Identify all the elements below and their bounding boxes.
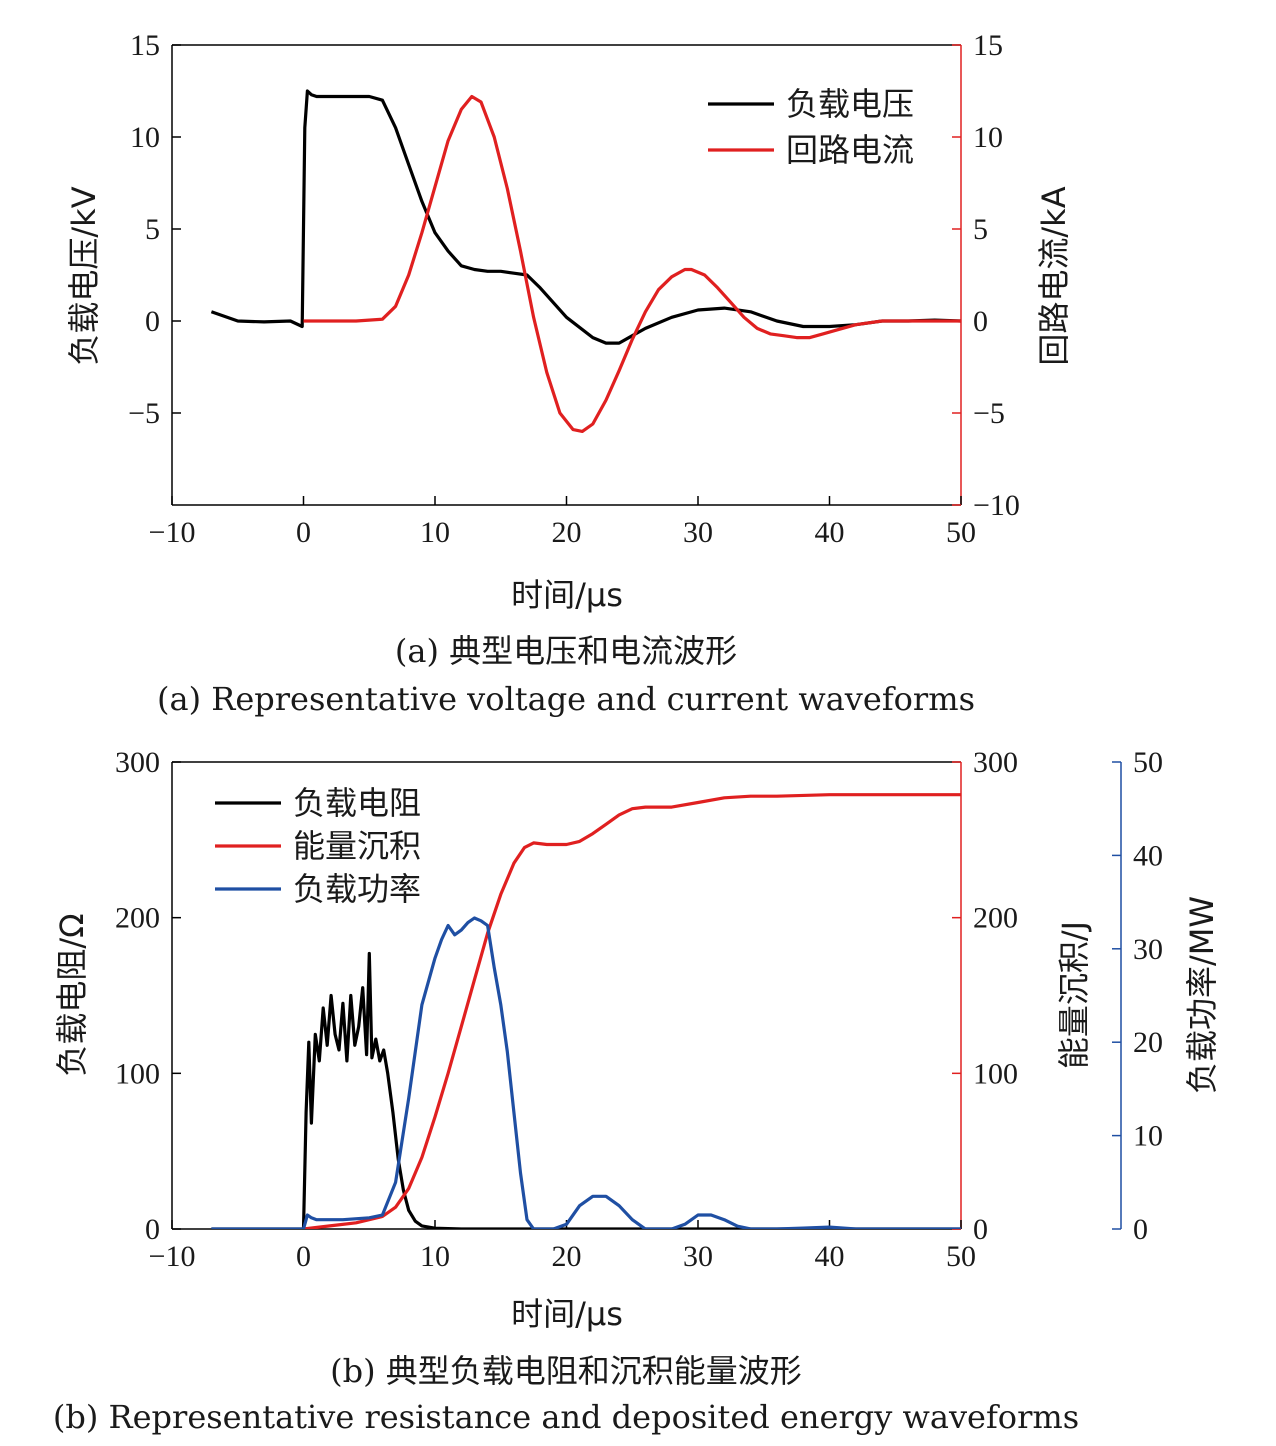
series-line-1 xyxy=(211,951,961,1229)
right-tick-label: −10 xyxy=(973,489,1020,522)
right2-tick-label: 50 xyxy=(1133,746,1163,779)
right2-tick-label: 0 xyxy=(1133,1213,1148,1246)
chart-a-right-axis-label: 回路电流/kA xyxy=(1035,186,1073,365)
series-line-2 xyxy=(303,793,961,1229)
right-tick-label: 0 xyxy=(973,305,988,338)
right2-tick-label: 30 xyxy=(1133,933,1163,966)
chart-b-x-axis-label: 时间/μs xyxy=(511,1295,623,1333)
x-tick-label: 10 xyxy=(420,516,450,549)
left-tick-label: 10 xyxy=(130,121,160,154)
right2-tick-label: 40 xyxy=(1133,839,1163,872)
left-tick-label: 5 xyxy=(145,213,160,246)
chart-a-caption-en: (a) Representative voltage and current w… xyxy=(157,680,975,718)
series-line-2 xyxy=(303,94,961,433)
x-tick-label: 40 xyxy=(815,516,845,549)
right-tick-label: 5 xyxy=(973,213,988,246)
x-tick-label: 20 xyxy=(552,1240,582,1273)
chart-b-right2-axis-label: 负载功率/MW xyxy=(1183,896,1221,1094)
left-tick-label: −5 xyxy=(128,397,160,430)
chart-b-right-axis-label: 能量沉积/J xyxy=(1055,921,1093,1069)
left-tick-label: 100 xyxy=(115,1057,160,1090)
chart-b-axes: −10 0 10 20 30 40 5001002003000100200300010203… xyxy=(115,746,1163,1273)
left-tick-label: 300 xyxy=(115,746,160,779)
left-tick-label: 0 xyxy=(145,1213,160,1246)
chart-a: −10 0 10 20 30 40 50 −5 0 5 10 15 −10 −5 0 5 10 15 负载电压回路… xyxy=(65,29,1073,718)
right-tick-label: 15 xyxy=(973,29,1003,62)
left-tick-label: 15 xyxy=(130,29,160,62)
legend-label: 能量沉积 xyxy=(293,827,421,865)
right2-tick-label: 10 xyxy=(1133,1120,1163,1153)
series-line-1 xyxy=(210,89,961,345)
right-tick-label: 10 xyxy=(973,121,1003,154)
chart-a-left-axis-label: 负载电压/kV xyxy=(65,186,103,365)
x-tick-label: 30 xyxy=(683,516,713,549)
chart-b-caption-cn: (b) 典型负载电阻和沉积能量波形 xyxy=(330,1352,802,1390)
chart-a-caption-cn: (a) 典型电压和电流波形 xyxy=(395,632,737,670)
legend-label: 负载电阻 xyxy=(293,784,421,822)
x-tick-label: −10 xyxy=(149,516,196,549)
x-tick-label: 50 xyxy=(946,1240,976,1273)
chart-a-axes: −10 0 10 20 30 40 50 −5 0 5 10 15 −10 −5 0 5 10 15 xyxy=(128,29,1020,549)
x-tick-label: 0 xyxy=(296,1240,311,1273)
chart-a-series xyxy=(210,89,961,433)
right-tick-label: −5 xyxy=(973,397,1005,430)
right-tick-label: 300 xyxy=(973,746,1018,779)
right2-tick-label: 20 xyxy=(1133,1026,1163,1059)
left-tick-label: 0 xyxy=(145,305,160,338)
x-tick-label: −10 xyxy=(149,1240,196,1273)
right-tick-label: 100 xyxy=(973,1057,1018,1090)
legend-label: 负载功率 xyxy=(293,870,421,908)
legend-label: 负载电压 xyxy=(786,85,914,123)
chart-b-caption-en: (b) Representative resistance and deposi… xyxy=(53,1398,1079,1436)
left-tick-label: 200 xyxy=(115,902,160,935)
x-tick-label: 20 xyxy=(552,516,582,549)
right-tick-label: 0 xyxy=(973,1213,988,1246)
x-tick-label: 10 xyxy=(420,1240,450,1273)
chart-b-series xyxy=(211,793,961,1229)
series-line-3 xyxy=(211,916,961,1229)
x-tick-label: 50 xyxy=(946,516,976,549)
x-tick-label: 40 xyxy=(815,1240,845,1273)
chart-b: −10 0 10 20 30 40 5001002003000100200300010203… xyxy=(53,746,1221,1436)
x-tick-label: 30 xyxy=(683,1240,713,1273)
right-tick-label: 200 xyxy=(973,902,1018,935)
x-tick-label: 0 xyxy=(296,516,311,549)
legend-label: 回路电流 xyxy=(786,131,914,169)
chart-a-x-axis-label: 时间/μs xyxy=(511,576,623,614)
chart-b-left-axis-label: 负载电阻/Ω xyxy=(53,913,91,1076)
